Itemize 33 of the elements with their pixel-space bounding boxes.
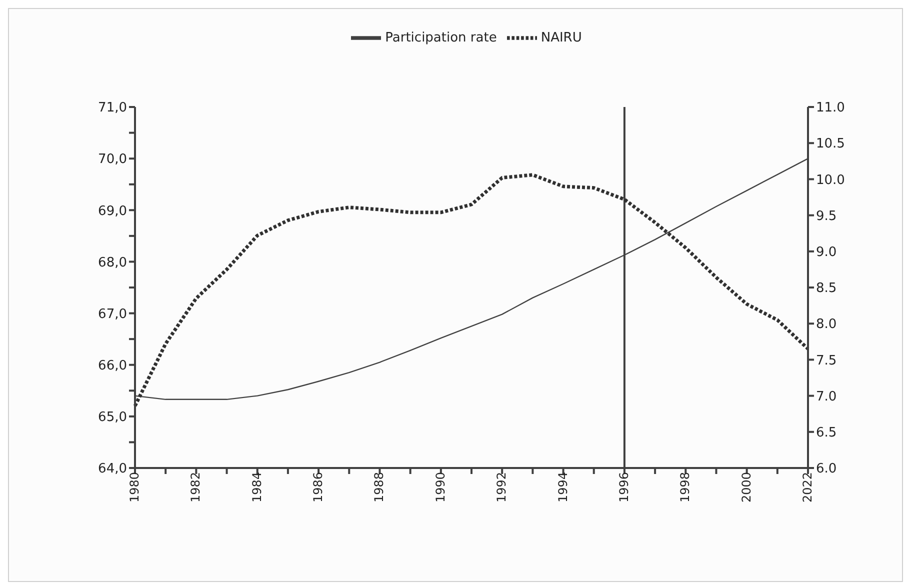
x-tick-label: 2000 xyxy=(739,472,754,503)
y2-tick-label: 11.0 xyxy=(816,100,845,116)
y2-tick-label: 6.5 xyxy=(816,426,837,441)
y-tick-label: 65,0 xyxy=(98,410,127,426)
legend-label: Participation rate xyxy=(385,30,497,46)
x-tick-label: 1996 xyxy=(616,472,631,503)
y2-tick-label: 8.0 xyxy=(816,317,837,332)
y-tick-label: 67,0 xyxy=(98,306,127,322)
x-tick-label: 1994 xyxy=(556,472,570,503)
x-tick-label: 1988 xyxy=(372,472,386,503)
x-tick-label: 1992 xyxy=(494,472,509,503)
y-tick-label: 64,0 xyxy=(98,462,127,477)
x-tick-label: 1990 xyxy=(433,472,448,503)
x-tick-label: 1980 xyxy=(128,472,142,503)
y-tick-label: 70,0 xyxy=(98,152,127,168)
y-tick-label: 69,0 xyxy=(98,204,127,219)
x-tick-label: 2022 xyxy=(800,472,815,503)
y2-tick-label: 7.0 xyxy=(816,389,837,404)
y2-tick-label: 8.5 xyxy=(816,281,837,296)
y-tick-label: 68,0 xyxy=(98,255,127,270)
y2-tick-label: 9.0 xyxy=(816,245,837,260)
y2-tick-label: 10.5 xyxy=(816,136,845,152)
x-tick-label: 1982 xyxy=(188,472,203,503)
y2-tick-label: 10.0 xyxy=(816,172,845,188)
x-tick-label: 1986 xyxy=(311,472,326,503)
y-tick-label: 71,0 xyxy=(98,100,127,116)
y2-tick-label: 9.5 xyxy=(816,208,837,224)
y2-tick-label: 6.0 xyxy=(816,462,837,477)
x-tick-label: 1984 xyxy=(250,472,264,503)
legend-label: NAIRU xyxy=(540,30,582,46)
y-tick-label: 66,0 xyxy=(98,358,127,374)
x-tick-label: 1998 xyxy=(678,472,692,503)
y2-tick-label: 7.5 xyxy=(816,353,837,368)
